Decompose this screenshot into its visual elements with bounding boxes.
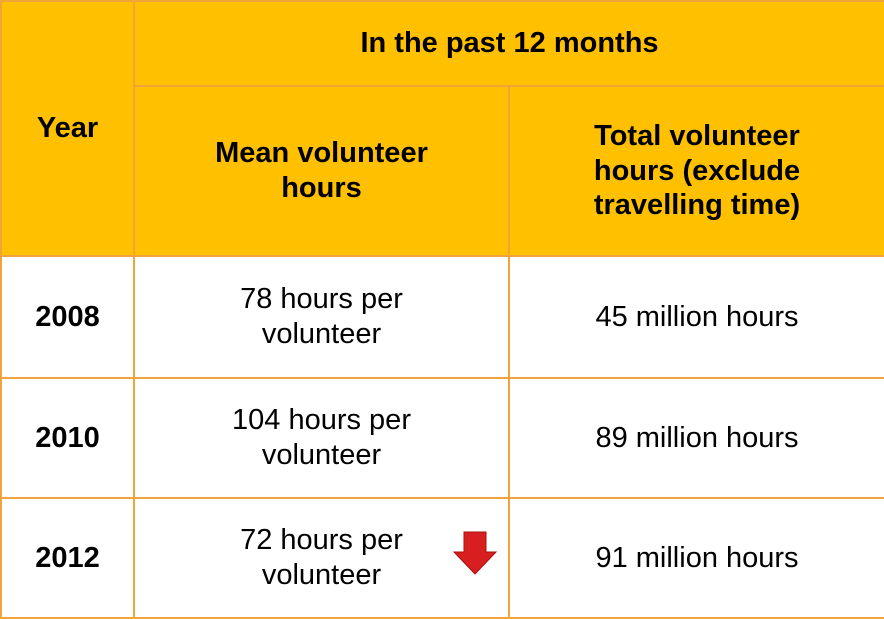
- column-header: Mean volunteer hours: [133, 85, 510, 257]
- year-header: Year: [0, 0, 135, 257]
- header-row: Year In the past 12 months: [0, 0, 884, 257]
- row: 2012 72 hours per volunteer 91 million h…: [0, 497, 884, 619]
- column-header: Total volunteer hours (exclude travellin…: [507, 85, 884, 257]
- group-header: In the past 12 months: [132, 0, 884, 87]
- down-arrow: [452, 531, 498, 575]
- cell: 91 million hours: [507, 497, 884, 619]
- cell: 45 million hours: [507, 255, 884, 379]
- row: 2010 104 hours per volunteer 89 million …: [0, 377, 884, 499]
- header-row: Mean volunteer hours Total volunteer hou…: [1, 85, 884, 257]
- row: 2008 78 hours per volunteer 45 million h…: [0, 255, 884, 379]
- year-cell: 2012: [0, 497, 135, 619]
- cell: 78 hours per volunteer: [133, 255, 510, 379]
- year-cell: 2010: [0, 377, 135, 499]
- cell: 104 hours per volunteer: [133, 377, 510, 499]
- year-cell: 2008: [0, 255, 135, 379]
- cell: 72 hours per volunteer: [133, 497, 510, 619]
- cell: 89 million hours: [507, 377, 884, 499]
- down-arrow-shape: [452, 531, 498, 575]
